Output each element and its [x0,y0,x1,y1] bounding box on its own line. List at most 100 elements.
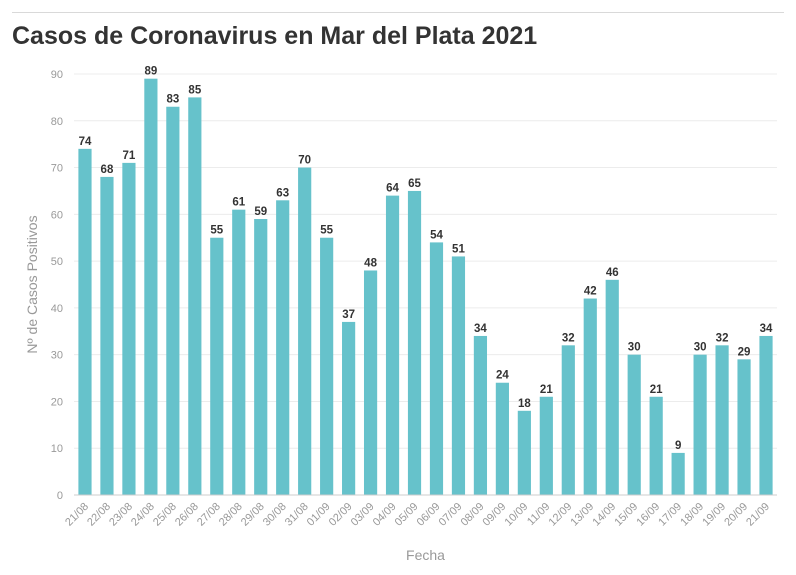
bar [298,167,312,496]
y-tick-label: 10 [51,443,63,455]
x-tick-label: 30/08 [261,501,289,529]
data-label: 30 [694,342,707,354]
data-label: 83 [166,94,179,106]
data-label: 64 [386,183,399,195]
x-tick-label: 03/09 [349,501,377,529]
data-label: 55 [210,225,223,237]
data-label: 55 [320,225,333,237]
bar [232,209,246,495]
x-tick-label: 02/09 [327,501,355,529]
data-label: 70 [298,155,311,167]
data-label: 30 [628,342,641,354]
bar [407,190,422,495]
bar [715,345,729,495]
x-tick-label: 14/09 [590,501,618,529]
data-label: 34 [760,323,773,335]
data-label: 9 [675,440,681,452]
x-tick-label: 21/09 [744,501,772,529]
data-label: 54 [430,229,443,241]
bar [363,270,378,495]
data-label: 46 [606,267,619,279]
data-label: 51 [452,243,465,255]
bar [539,396,553,495]
bar [320,237,334,495]
x-tick-label: 16/09 [634,501,662,529]
data-label: 74 [79,136,92,148]
x-tick-label: 24/08 [129,501,157,529]
x-tick-label: 08/09 [459,501,487,529]
data-label: 89 [144,66,157,78]
data-label: 21 [540,384,553,396]
data-label: 21 [650,384,663,396]
data-label: 65 [408,178,421,190]
bar [451,256,466,495]
bar [759,335,773,495]
bar [342,321,356,495]
x-tick-label: 06/09 [415,501,443,529]
x-tick-label: 09/09 [481,501,509,529]
bar [166,106,180,495]
y-axis-title: Nº de Casos Positivos [24,215,40,353]
top-divider [12,12,784,13]
data-label: 63 [276,187,289,199]
x-tick-label: 12/09 [546,501,574,529]
data-label: 34 [474,323,487,335]
data-label: 48 [364,257,377,269]
x-tick-label: 15/09 [612,501,640,529]
x-tick-label: 28/08 [217,501,245,529]
bar [737,359,751,495]
bar [144,78,158,495]
y-tick-label: 60 [51,209,63,221]
x-tick-label: 07/09 [437,501,465,529]
bar [78,148,92,495]
x-axis-title: Fecha [406,547,445,563]
y-axis-ticks: 0 10 20 30 40 50 60 70 80 90 [51,69,63,502]
data-label: 32 [716,332,729,344]
x-tick-label: 29/08 [239,501,267,529]
bar [671,452,685,495]
y-tick-label: 30 [51,350,63,362]
bar [188,97,202,495]
data-label: 42 [584,286,597,298]
bar [210,237,224,495]
x-tick-label: 19/09 [700,501,728,529]
x-tick-label: 10/09 [503,501,531,529]
bar [495,382,509,495]
x-tick-label: 20/09 [722,501,750,529]
bar [254,219,268,495]
data-label: 61 [232,197,245,209]
data-label: 18 [518,398,531,410]
x-tick-label: 18/09 [678,501,706,529]
data-label: 59 [254,206,267,218]
bar [517,410,531,495]
x-tick-label: 13/09 [568,501,596,529]
data-label: 29 [738,346,751,358]
y-tick-label: 80 [51,116,63,128]
y-tick-label: 70 [51,163,63,175]
x-axis-ticks: 21/0822/0823/0824/0825/0826/0827/0828/08… [63,501,772,529]
bar [276,200,290,496]
data-labels: 74 68 71 89 83 85 55 61 59 63 70 55 37 48 64 65 54 51 34 24… [79,66,773,452]
x-tick-label: 22/08 [85,501,113,529]
data-label: 32 [562,332,575,344]
x-tick-label: 25/08 [151,501,179,529]
x-tick-label: 26/08 [173,501,201,529]
y-tick-label: 50 [51,256,63,268]
bar [429,242,444,495]
bar [473,335,488,495]
x-tick-label: 23/08 [107,501,135,529]
chart-title: Casos de Coronavirus en Mar del Plata 20… [12,22,538,50]
data-label: 68 [101,164,114,176]
data-label: 37 [342,309,355,321]
bar [693,354,707,495]
x-tick-label: 31/08 [283,501,311,529]
bar [122,162,136,495]
x-tick-label: 04/09 [371,501,399,529]
x-tick-label: 27/08 [195,501,223,529]
data-label: 85 [188,84,201,96]
bar [605,279,619,495]
bar [561,345,575,495]
x-tick-label: 11/09 [525,501,552,528]
y-tick-label: 90 [51,69,63,81]
